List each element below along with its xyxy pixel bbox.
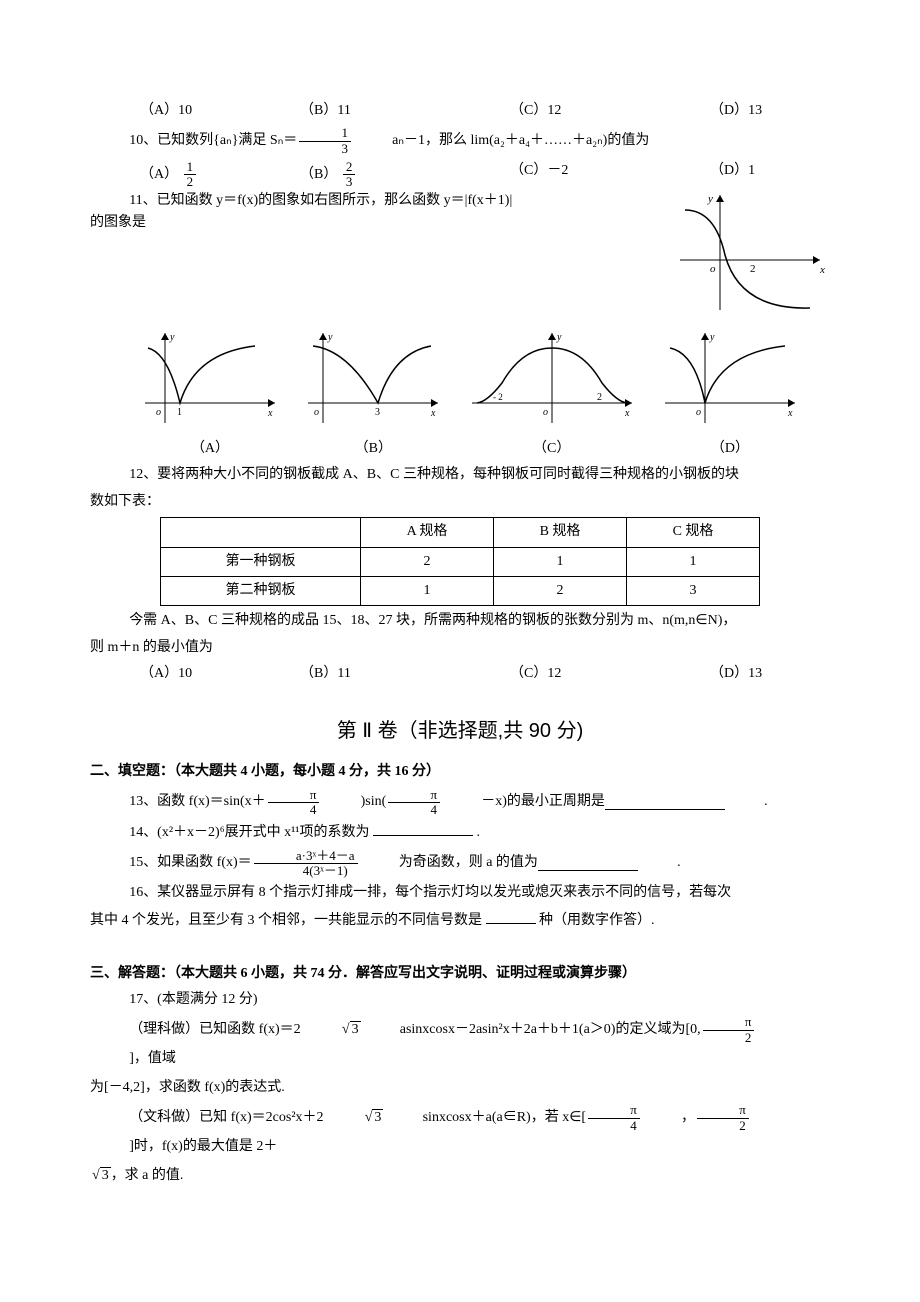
q10-choice-b: （B） 23 bbox=[300, 160, 510, 190]
q16-line2: 其中 4 个发光，且至少有 3 个相邻，一共能显示的不同信号数是 种（用数字作答… bbox=[90, 909, 830, 932]
svg-text:x: x bbox=[787, 408, 793, 419]
q9-choice-c: （C）12 bbox=[510, 100, 710, 122]
q12-choices: （A）10 （B）11 （C）12 （D）13 bbox=[140, 663, 830, 685]
q11-reference-graph: x y o 2 bbox=[670, 190, 830, 320]
q14: 14、(x²＋x－2)⁶展开式中 x¹¹项的系数为 . bbox=[90, 821, 830, 844]
q12-choice-b: （B）11 bbox=[300, 663, 510, 685]
q9-choices: （A）10 （B）11 （C）12 （D）13 bbox=[140, 100, 830, 122]
sqrt-icon: 3 bbox=[90, 1165, 111, 1187]
q10-stem-pre: 10、已知数列{aₙ}满足 Sₙ＝ bbox=[90, 130, 297, 152]
q17-science-line2: 为[－4,2]，求函数 f(x)的表达式. bbox=[90, 1077, 830, 1099]
q11-graph-a: x y o 1 （A） bbox=[140, 328, 280, 461]
q16-line1: 16、某仪器显示屏有 8 个指示灯排成一排，每个指示灯均以发光或熄灭来表示不同的… bbox=[90, 882, 830, 904]
q12-choice-d: （D）13 bbox=[710, 663, 830, 685]
table-row: 第二种钢板 1 2 3 bbox=[161, 576, 760, 605]
svg-text:3: 3 bbox=[375, 407, 380, 418]
svg-text:- 2: - 2 bbox=[493, 392, 503, 402]
q15-blank bbox=[538, 856, 638, 871]
section-2-title: 第 Ⅱ 卷（非选择题,共 90 分) bbox=[90, 715, 830, 747]
q10-choice-d: （D）1 bbox=[710, 160, 830, 190]
q11-graph-d-label: （D） bbox=[660, 438, 800, 460]
q17-arts-line2: 3 ，求 a 的值. bbox=[90, 1165, 830, 1187]
q12-post1: 今需 A、B、C 三种规格的成品 15、18、27 块，所需两种规格的钢板的张数… bbox=[90, 610, 830, 632]
q16-blank bbox=[486, 909, 536, 924]
svg-text:x: x bbox=[430, 408, 436, 419]
svg-text:y: y bbox=[169, 332, 175, 343]
svg-text:1: 1 bbox=[177, 407, 182, 418]
q14-blank bbox=[373, 821, 473, 836]
q12-post2: 则 m＋n 的最小值为 bbox=[90, 637, 830, 659]
q11-graph-a-label: （A） bbox=[140, 438, 280, 460]
q9-choice-a: （A）10 bbox=[140, 100, 300, 122]
sqrt-icon: 3 bbox=[324, 1104, 384, 1132]
q10-choice-c: （C）－2 bbox=[510, 160, 710, 190]
q10-choice-a: （A） 12 bbox=[140, 160, 300, 190]
svg-text:x: x bbox=[267, 408, 273, 419]
q11-line2: 的图象是 bbox=[90, 212, 660, 234]
svg-text:x: x bbox=[624, 408, 630, 419]
svg-text:y: y bbox=[327, 332, 333, 343]
q12-choice-a: （A）10 bbox=[140, 663, 300, 685]
svg-text:x: x bbox=[819, 264, 825, 276]
q11-graph-b: x y o 3 （B） bbox=[303, 328, 443, 461]
svg-text:y: y bbox=[556, 332, 562, 343]
table-row: 第一种钢板 2 1 1 bbox=[161, 547, 760, 576]
svg-text:o: o bbox=[543, 407, 548, 418]
svg-text:o: o bbox=[696, 407, 701, 418]
solve-heading: 三、解答题：（本大题共 6 小题，共 74 分．解答应写出文字说明、证明过程或演… bbox=[90, 963, 830, 985]
svg-text:y: y bbox=[709, 332, 715, 343]
svg-text:o: o bbox=[710, 263, 716, 275]
svg-text:2: 2 bbox=[597, 392, 602, 403]
q17-title: 17、(本题满分 12 分) bbox=[90, 989, 830, 1011]
q12-choice-c: （C）12 bbox=[510, 663, 710, 685]
q17-science: （理科做）已知函数 f(x)＝2 3 asinxcosx－2asin²x＋2a＋… bbox=[90, 1015, 830, 1073]
q11-row: 11、已知函数 y＝f(x)的图象如右图所示，那么函数 y＝|f(x＋1)| 的… bbox=[90, 190, 830, 320]
q13-blank bbox=[605, 795, 725, 810]
table-header-row: A 规格 B 规格 C 规格 bbox=[161, 518, 760, 547]
q9-choice-d: （D）13 bbox=[710, 100, 830, 122]
q11-option-graphs: x y o 1 （A） x y o 3 （B） x y bbox=[140, 328, 800, 461]
q15: 15、如果函数 f(x)＝ a·3ˣ＋4－a4(3ˣ－1) 为奇函数，则 a 的… bbox=[90, 849, 830, 879]
q10-choices: （A） 12 （B） 23 （C）－2 （D）1 bbox=[140, 160, 830, 190]
q10-stem: 10、已知数列{aₙ}满足 Sₙ＝ 1 3 aₙ－1，那么 lim(a₂＋a₄＋… bbox=[90, 126, 830, 156]
svg-text:o: o bbox=[156, 407, 161, 418]
svg-text:2: 2 bbox=[750, 263, 756, 275]
q11-graph-c: x y o - 2 2 （C） bbox=[467, 328, 637, 461]
q12-table: A 规格 B 规格 C 规格 第一种钢板 2 1 1 第二种钢板 1 2 3 bbox=[160, 517, 760, 606]
q12-stem1: 12、要将两种大小不同的钢板截成 A、B、C 三种规格，每种钢板可同时截得三种规… bbox=[90, 464, 830, 486]
svg-text:y: y bbox=[707, 193, 713, 205]
q11-graph-c-label: （C） bbox=[467, 438, 637, 460]
q11-text: 11、已知函数 y＝f(x)的图象如右图所示，那么函数 y＝|f(x＋1)| 的… bbox=[90, 190, 660, 235]
q10-stem-post: aₙ－1，那么 lim(a₂＋a₄＋……＋a₂ₙ)的值为 bbox=[353, 130, 649, 152]
q13: 13、函数 f(x)＝sin(x＋ π4 )sin( π4 －x)的最小正周期是… bbox=[90, 788, 830, 818]
q12-stem2: 数如下表： bbox=[90, 491, 830, 513]
q11-graph-d: x y o （D） bbox=[660, 328, 800, 461]
q17-arts: （文科做）已知 f(x)＝2cos²x＋2 3 sinxcosx＋a(a∈R)，… bbox=[90, 1103, 830, 1161]
q11-line1: 11、已知函数 y＝f(x)的图象如右图所示，那么函数 y＝|f(x＋1)| bbox=[90, 190, 660, 212]
q9-choice-b: （B）11 bbox=[300, 100, 510, 122]
fill-heading: 二、填空题：（本大题共 4 小题，每小题 4 分，共 16 分） bbox=[90, 761, 830, 783]
q10-fraction: 1 3 bbox=[299, 126, 351, 156]
svg-text:o: o bbox=[314, 407, 319, 418]
q11-graph-b-label: （B） bbox=[303, 438, 443, 460]
sqrt-icon: 3 bbox=[301, 1016, 361, 1044]
